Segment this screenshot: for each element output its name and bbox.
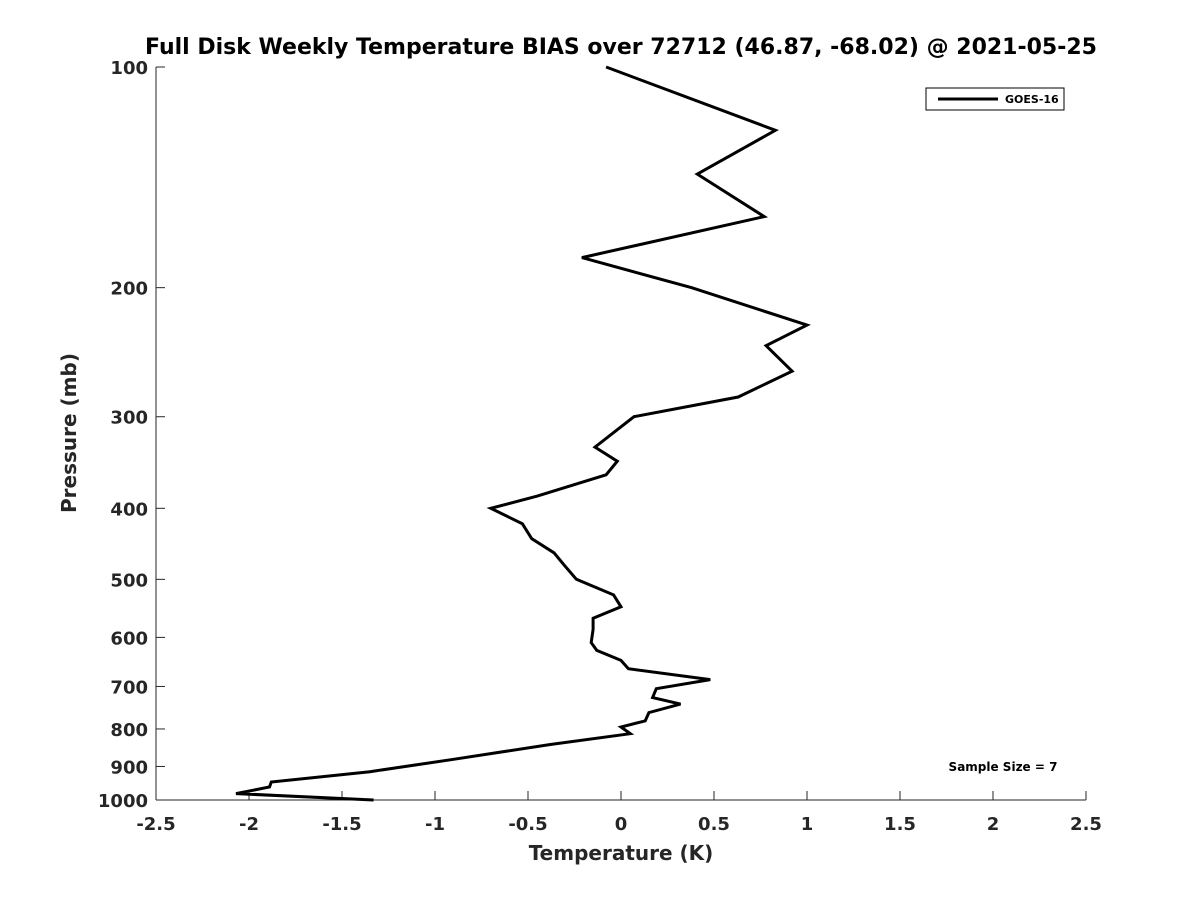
x-tick-label: 1.5 <box>884 814 916 835</box>
x-tick-label: -2 <box>239 814 259 835</box>
chart-title: Full Disk Weekly Temperature BIAS over 7… <box>145 35 1097 60</box>
y-tick-label: 600 <box>110 628 148 649</box>
x-tick-label: 0.5 <box>698 814 730 835</box>
series-layer <box>235 65 811 802</box>
sample-size-annotation: Sample Size = 7 <box>949 760 1058 774</box>
series-line-goes-16 <box>235 65 811 802</box>
x-axis-label: Temperature (K) <box>529 841 714 865</box>
x-tick-label: 2 <box>987 814 1000 835</box>
x-tick-label: 1 <box>801 814 814 835</box>
y-tick-label: 500 <box>110 570 148 591</box>
x-tick-label: 0 <box>615 814 628 835</box>
y-tick-label: 1000 <box>98 791 148 812</box>
x-tick-label: -0.5 <box>508 814 547 835</box>
axes: -2.5 -2 -1.5 -1 -0.5 0 0.5 1 1.5 2 2.5 100 200 300 400… <box>98 58 1102 835</box>
y-tick-label: 200 <box>110 279 148 300</box>
x-tick-label: 2.5 <box>1070 814 1102 835</box>
y-axis-label: Pressure (mb) <box>57 353 81 513</box>
y-tick-label: 300 <box>110 408 148 429</box>
y-tick-label: 900 <box>110 757 148 778</box>
x-tick-label: -1.5 <box>322 814 361 835</box>
y-tick-label: 400 <box>110 499 148 520</box>
legend-label: GOES-16 <box>1005 93 1059 106</box>
x-tick-label: -1 <box>425 814 445 835</box>
legend: GOES-16 <box>925 87 1065 111</box>
y-tick-label: 800 <box>110 720 148 741</box>
y-tick-label: 700 <box>110 677 148 698</box>
y-tick-label: 100 <box>110 58 148 79</box>
x-tick-label: -2.5 <box>136 814 175 835</box>
